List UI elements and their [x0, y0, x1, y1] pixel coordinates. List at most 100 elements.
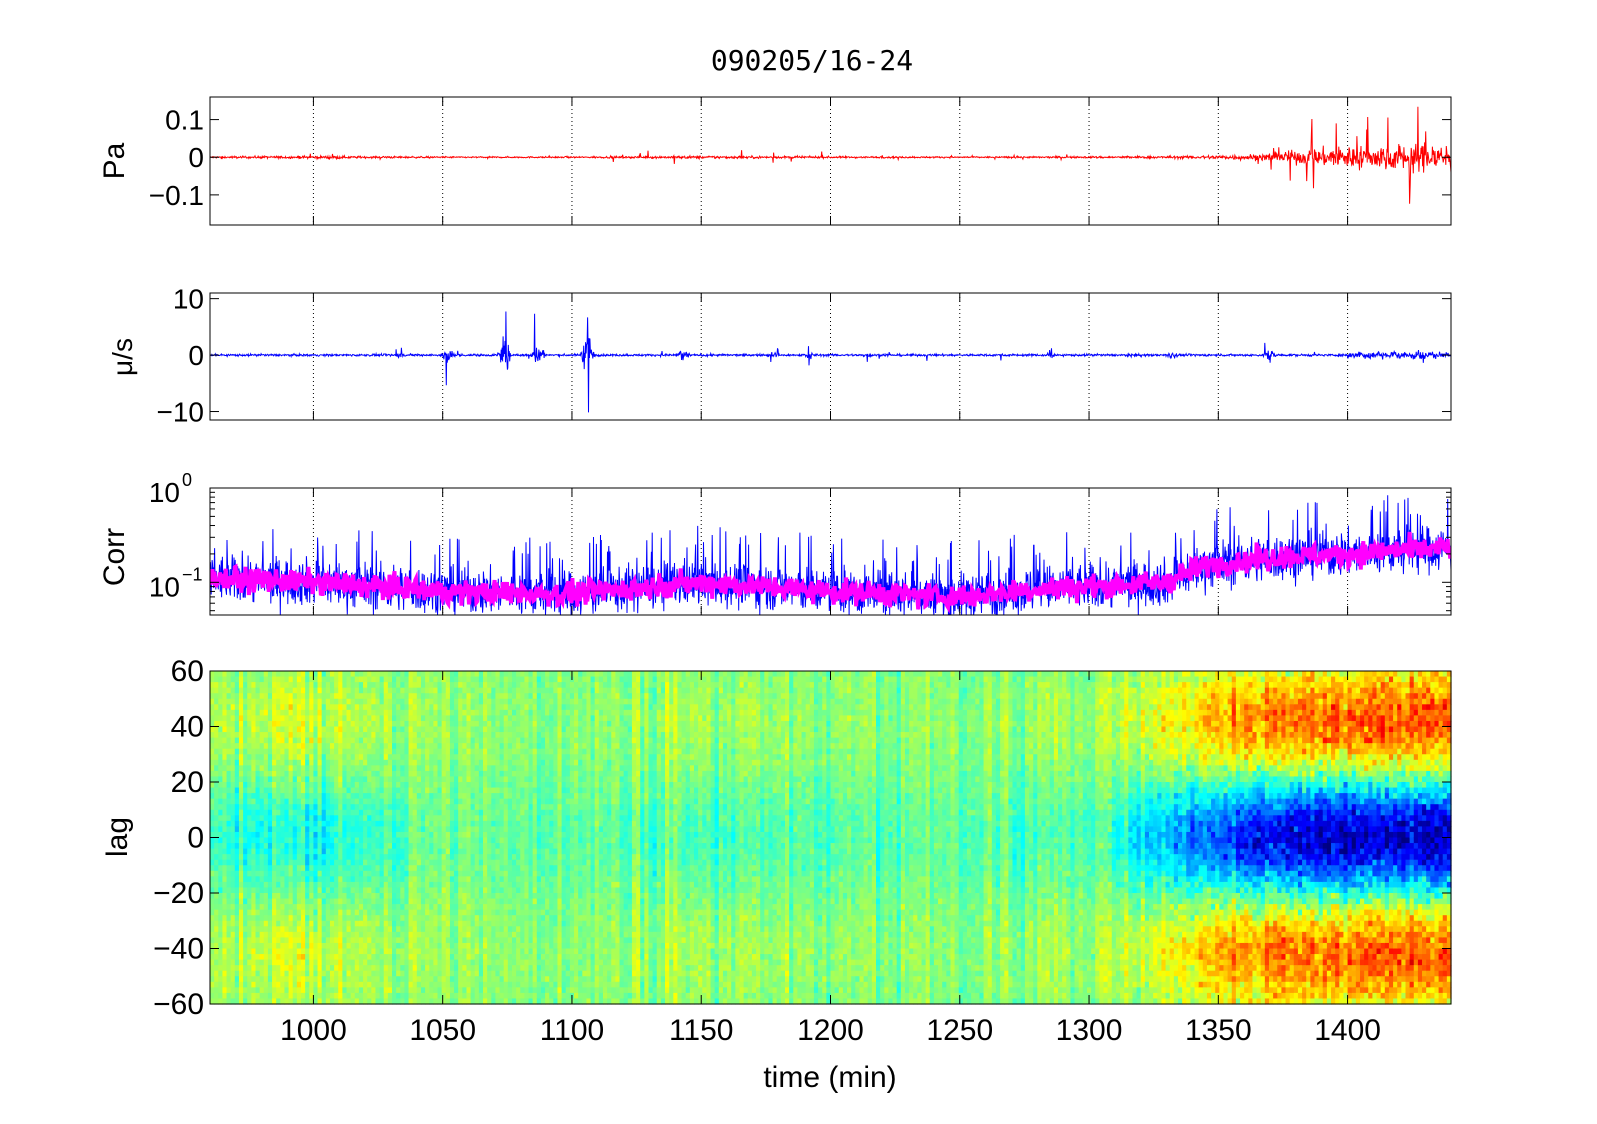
heatmap-cell	[292, 770, 298, 778]
heatmap-cell	[234, 804, 240, 811]
heatmap-cell	[317, 720, 323, 728]
heatmap-cell	[234, 854, 240, 861]
heatmap-cell	[387, 787, 393, 794]
heatmap-cell	[259, 887, 265, 894]
heatmap-cell	[280, 998, 286, 1005]
heatmap-cell	[325, 970, 331, 977]
heatmap-cell	[449, 698, 455, 705]
heatmap-cell	[272, 787, 277, 794]
heatmap-cell	[329, 726, 335, 733]
heatmap-cell	[387, 765, 393, 772]
heatmap-cell	[301, 793, 306, 800]
heatmap-cell	[524, 776, 530, 783]
heatmap-cell	[532, 987, 538, 994]
heatmap-cell	[363, 765, 368, 772]
heatmap-cell	[429, 776, 434, 783]
heatmap-cell	[234, 676, 240, 683]
heatmap-cell	[387, 726, 393, 733]
heatmap-cell	[363, 987, 368, 994]
heatmap-cell	[371, 909, 377, 916]
heatmap-cell	[404, 965, 410, 972]
heatmap-cell	[259, 998, 265, 1005]
heatmap-cell	[396, 848, 401, 855]
heatmap-cell	[433, 732, 439, 739]
heatmap-cell	[313, 759, 319, 766]
heatmap-cell	[520, 937, 525, 944]
heatmap-cell	[483, 848, 488, 855]
heatmap-cell	[301, 965, 306, 972]
heatmap-cell	[267, 782, 273, 789]
heatmap-cell	[321, 859, 327, 866]
heatmap-cell	[321, 687, 327, 694]
heatmap-cell	[491, 726, 497, 733]
heatmap-cell	[495, 732, 501, 739]
heatmap-cell	[412, 926, 418, 933]
heatmap-cell	[462, 815, 468, 822]
heatmap-cell	[238, 926, 244, 933]
heatmap-cell	[296, 909, 302, 916]
heatmap-cell	[325, 859, 331, 866]
heatmap-cell	[516, 837, 521, 844]
heatmap-cell	[441, 804, 447, 811]
heatmap-cell	[325, 709, 331, 716]
heatmap-cell	[441, 992, 447, 1000]
heatmap-cell	[516, 682, 521, 689]
velocity-ticks: 100−10	[157, 284, 1451, 428]
heatmap-cell	[251, 893, 257, 900]
heatmap-cell	[354, 893, 360, 900]
heatmap-cell	[358, 837, 364, 844]
heatmap-cell	[288, 942, 294, 950]
heatmap-cell	[429, 987, 434, 994]
heatmap-cell	[412, 987, 418, 994]
heatmap-cell	[363, 815, 368, 822]
heatmap-cell	[338, 859, 343, 866]
heatmap-cell	[371, 998, 377, 1005]
heatmap-cell	[425, 898, 430, 905]
heatmap-cell	[507, 848, 513, 855]
heatmap-cell	[511, 976, 517, 983]
heatmap-cell	[387, 976, 393, 983]
heatmap-cell	[263, 804, 269, 811]
heatmap-cell	[408, 770, 414, 778]
heatmap-cell	[325, 698, 331, 705]
heatmap-cell	[495, 782, 501, 789]
heatmap-cell	[458, 804, 463, 811]
heatmap-cell	[441, 726, 447, 733]
heatmap-cell	[267, 898, 273, 905]
heatmap-cell	[383, 682, 389, 689]
heatmap-cell	[524, 782, 530, 789]
heatmap-cell	[379, 743, 385, 750]
heatmap-cell	[267, 948, 273, 955]
heatmap-cell	[272, 720, 277, 728]
heatmap-cell	[329, 687, 335, 694]
heatmap-cell	[433, 776, 439, 783]
heatmap-cell	[437, 898, 443, 905]
heatmap-cell	[342, 809, 348, 816]
heatmap-cell	[379, 704, 385, 711]
heatmap-cell	[495, 826, 501, 833]
heatmap-cell	[466, 809, 472, 816]
heatmap-cell	[516, 815, 521, 822]
heatmap-cell	[276, 748, 281, 755]
heatmap-cell	[483, 937, 488, 944]
heatmap-cell	[222, 920, 228, 927]
heatmap-cell	[230, 815, 236, 822]
heatmap-cell	[474, 682, 480, 689]
heatmap-cell	[507, 998, 513, 1005]
heatmap-cell	[276, 859, 281, 866]
heatmap-cell	[396, 987, 401, 994]
heatmap-cell	[321, 843, 327, 850]
heatmap-cell	[503, 887, 509, 894]
heatmap-cell	[458, 793, 463, 800]
heatmap-cell	[309, 743, 315, 750]
heatmap-cell	[437, 793, 443, 800]
heatmap-cell	[383, 926, 389, 933]
heatmap-cell	[313, 676, 319, 683]
heatmap-cell	[309, 671, 315, 678]
heatmap-cell	[387, 893, 393, 900]
heatmap-cell	[491, 926, 497, 933]
heatmap-cell	[350, 915, 356, 922]
heatmap-cell	[536, 720, 542, 728]
heatmap-cell	[329, 931, 335, 938]
heatmap-cell	[301, 859, 306, 866]
